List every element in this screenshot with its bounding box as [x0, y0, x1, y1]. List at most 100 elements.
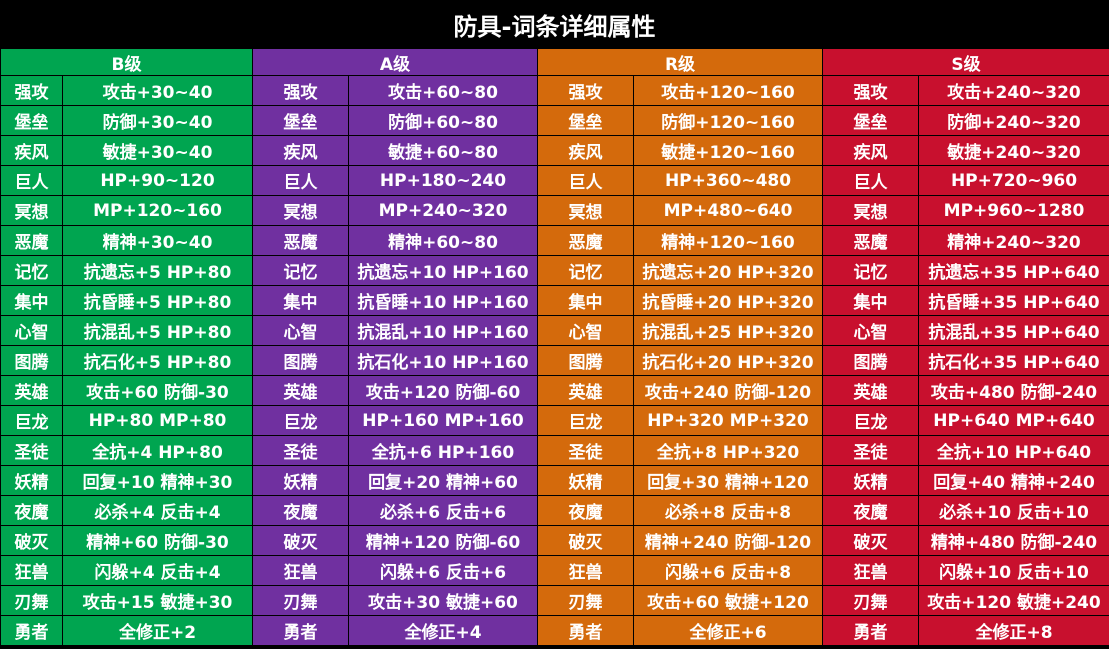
affix-name: 破灭	[537, 525, 635, 556]
affix-value-a: 全抗+6 HP+160	[347, 435, 539, 466]
affix-value-r: 回复+30 精神+120	[633, 465, 824, 496]
affix-name: 刃舞	[822, 585, 920, 616]
affix-value-a: 抗混乱+10 HP+160	[347, 315, 539, 346]
affix-name: 巨龙	[252, 405, 349, 436]
affix-name: 恶魔	[537, 225, 635, 256]
affix-value-b: 抗昏睡+5 HP+80	[62, 285, 253, 316]
table-row: 心智 抗混乱+5 HP+80 心智 抗混乱+10 HP+160 心智 抗混乱+25 HP+…	[0, 315, 1109, 346]
affix-name: 刃舞	[252, 585, 349, 616]
affix-value-s: 攻击+480 防御-240	[918, 375, 1109, 406]
affix-value-a: 闪躲+6 反击+6	[347, 555, 539, 586]
affix-value-s: 抗遗忘+35 HP+640	[918, 255, 1109, 286]
affix-value-r: 攻击+240 防御-120	[633, 375, 824, 406]
affix-value-r: MP+480~640	[633, 195, 824, 226]
affix-value-b: 闪躲+4 反击+4	[62, 555, 253, 586]
affix-value-s: 抗石化+35 HP+640	[918, 345, 1109, 376]
table-row: 记忆 抗遗忘+5 HP+80 记忆 抗遗忘+10 HP+160 记忆 抗遗忘+20 HP+…	[0, 255, 1109, 286]
affix-name: 英雄	[537, 375, 635, 406]
affix-value-r: 精神+120~160	[633, 225, 824, 256]
affix-value-b: 防御+30~40	[62, 105, 253, 136]
affix-value-r: 全修正+6	[633, 615, 824, 646]
affix-name: 强攻	[0, 75, 63, 106]
affix-value-s: 攻击+120 敏捷+240	[918, 585, 1109, 616]
affix-name: 记忆	[0, 255, 63, 286]
affix-name: 强攻	[252, 75, 349, 106]
affix-value-b: MP+120~160	[62, 195, 253, 226]
affix-value-s: 全修正+8	[918, 615, 1109, 646]
tier-header-b: B级	[0, 48, 253, 76]
affix-value-b: 攻击+60 防御-30	[62, 375, 253, 406]
affix-name: 圣徒	[252, 435, 349, 466]
affix-name: 心智	[537, 315, 635, 346]
affix-value-b: 精神+30~40	[62, 225, 253, 256]
affix-name: 记忆	[252, 255, 349, 286]
affix-name: 恶魔	[252, 225, 349, 256]
affix-name: 英雄	[0, 375, 63, 406]
affix-name: 勇者	[252, 615, 349, 646]
affix-value-r: 必杀+8 反击+8	[633, 495, 824, 526]
affix-name: 心智	[822, 315, 920, 346]
affix-name: 记忆	[822, 255, 920, 286]
affix-name: 集中	[822, 285, 920, 316]
affix-name: 妖精	[822, 465, 920, 496]
affix-name: 巨人	[0, 165, 63, 196]
affix-value-r: HP+360~480	[633, 165, 824, 196]
affix-name: 疾风	[252, 135, 349, 166]
affix-name: 集中	[0, 285, 63, 316]
page-title: 防具-词条详细属性	[0, 0, 1109, 48]
affix-value-a: 回复+20 精神+60	[347, 465, 539, 496]
affix-value-a: 抗遗忘+10 HP+160	[347, 255, 539, 286]
affix-value-r: HP+320 MP+320	[633, 405, 824, 436]
affix-name: 夜魔	[537, 495, 635, 526]
affix-value-b: 抗遗忘+5 HP+80	[62, 255, 253, 286]
affix-value-a: 攻击+30 敏捷+60	[347, 585, 539, 616]
affix-name: 勇者	[0, 615, 63, 646]
affix-name: 心智	[0, 315, 63, 346]
affix-value-b: 攻击+30~40	[62, 75, 253, 106]
affix-value-r: 攻击+120~160	[633, 75, 824, 106]
affix-name: 圣徒	[822, 435, 920, 466]
affix-name: 堡垒	[537, 105, 635, 136]
affix-name: 集中	[537, 285, 635, 316]
affix-name: 堡垒	[252, 105, 349, 136]
affix-name: 破灭	[0, 525, 63, 556]
affix-name: 疾风	[822, 135, 920, 166]
affix-value-b: 全修正+2	[62, 615, 253, 646]
affix-value-b: 全抗+4 HP+80	[62, 435, 253, 466]
affix-name: 夜魔	[0, 495, 63, 526]
table-row: 集中 抗昏睡+5 HP+80 集中 抗昏睡+10 HP+160 集中 抗昏睡+20 HP+…	[0, 285, 1109, 316]
table-row: 恶魔 精神+30~40 恶魔 精神+60~80 恶魔 精神+120~160 恶魔 精神+240…	[0, 225, 1109, 256]
affix-name: 冥想	[537, 195, 635, 226]
affix-name: 夜魔	[252, 495, 349, 526]
table-row: 堡垒 防御+30~40 堡垒 防御+60~80 堡垒 防御+120~160 堡垒 防御+240…	[0, 105, 1109, 136]
table-row: 图腾 抗石化+5 HP+80 图腾 抗石化+10 HP+160 图腾 抗石化+20 HP+…	[0, 345, 1109, 376]
affix-name: 堡垒	[822, 105, 920, 136]
affix-value-s: 攻击+240~320	[918, 75, 1109, 106]
affix-value-r: 防御+120~160	[633, 105, 824, 136]
table-row: 勇者 全修正+2 勇者 全修正+4 勇者 全修正+6 勇者 全修正+8	[0, 615, 1109, 646]
affix-name: 勇者	[537, 615, 635, 646]
affix-value-a: 全修正+4	[347, 615, 539, 646]
affix-name: 刃舞	[537, 585, 635, 616]
affix-value-b: 抗石化+5 HP+80	[62, 345, 253, 376]
tier-header-r: R级	[537, 48, 824, 76]
affix-name: 狂兽	[0, 555, 63, 586]
affix-value-a: 精神+60~80	[347, 225, 539, 256]
affix-value-a: HP+180~240	[347, 165, 539, 196]
affix-name: 堡垒	[0, 105, 63, 136]
table-row: 强攻 攻击+30~40 强攻 攻击+60~80 强攻 攻击+120~160 强攻 攻击+240…	[0, 75, 1109, 106]
affix-name: 巨人	[537, 165, 635, 196]
table-row: 刃舞 攻击+15 敏捷+30 刃舞 攻击+30 敏捷+60 刃舞 攻击+60 敏捷+120…	[0, 585, 1109, 616]
tier-header-a: A级	[251, 48, 539, 76]
affix-name: 巨人	[252, 165, 349, 196]
affix-value-a: 防御+60~80	[347, 105, 539, 136]
affix-name: 圣徒	[0, 435, 63, 466]
affix-value-a: MP+240~320	[347, 195, 539, 226]
affix-value-a: 抗石化+10 HP+160	[347, 345, 539, 376]
affix-name: 图腾	[822, 345, 920, 376]
affix-name: 狂兽	[252, 555, 349, 586]
affix-value-b: 精神+60 防御-30	[62, 525, 253, 556]
affix-value-s: 必杀+10 反击+10	[918, 495, 1109, 526]
affix-name: 图腾	[537, 345, 635, 376]
table-row: 妖精 回复+10 精神+30 妖精 回复+20 精神+60 妖精 回复+30 精神+120…	[0, 465, 1109, 496]
